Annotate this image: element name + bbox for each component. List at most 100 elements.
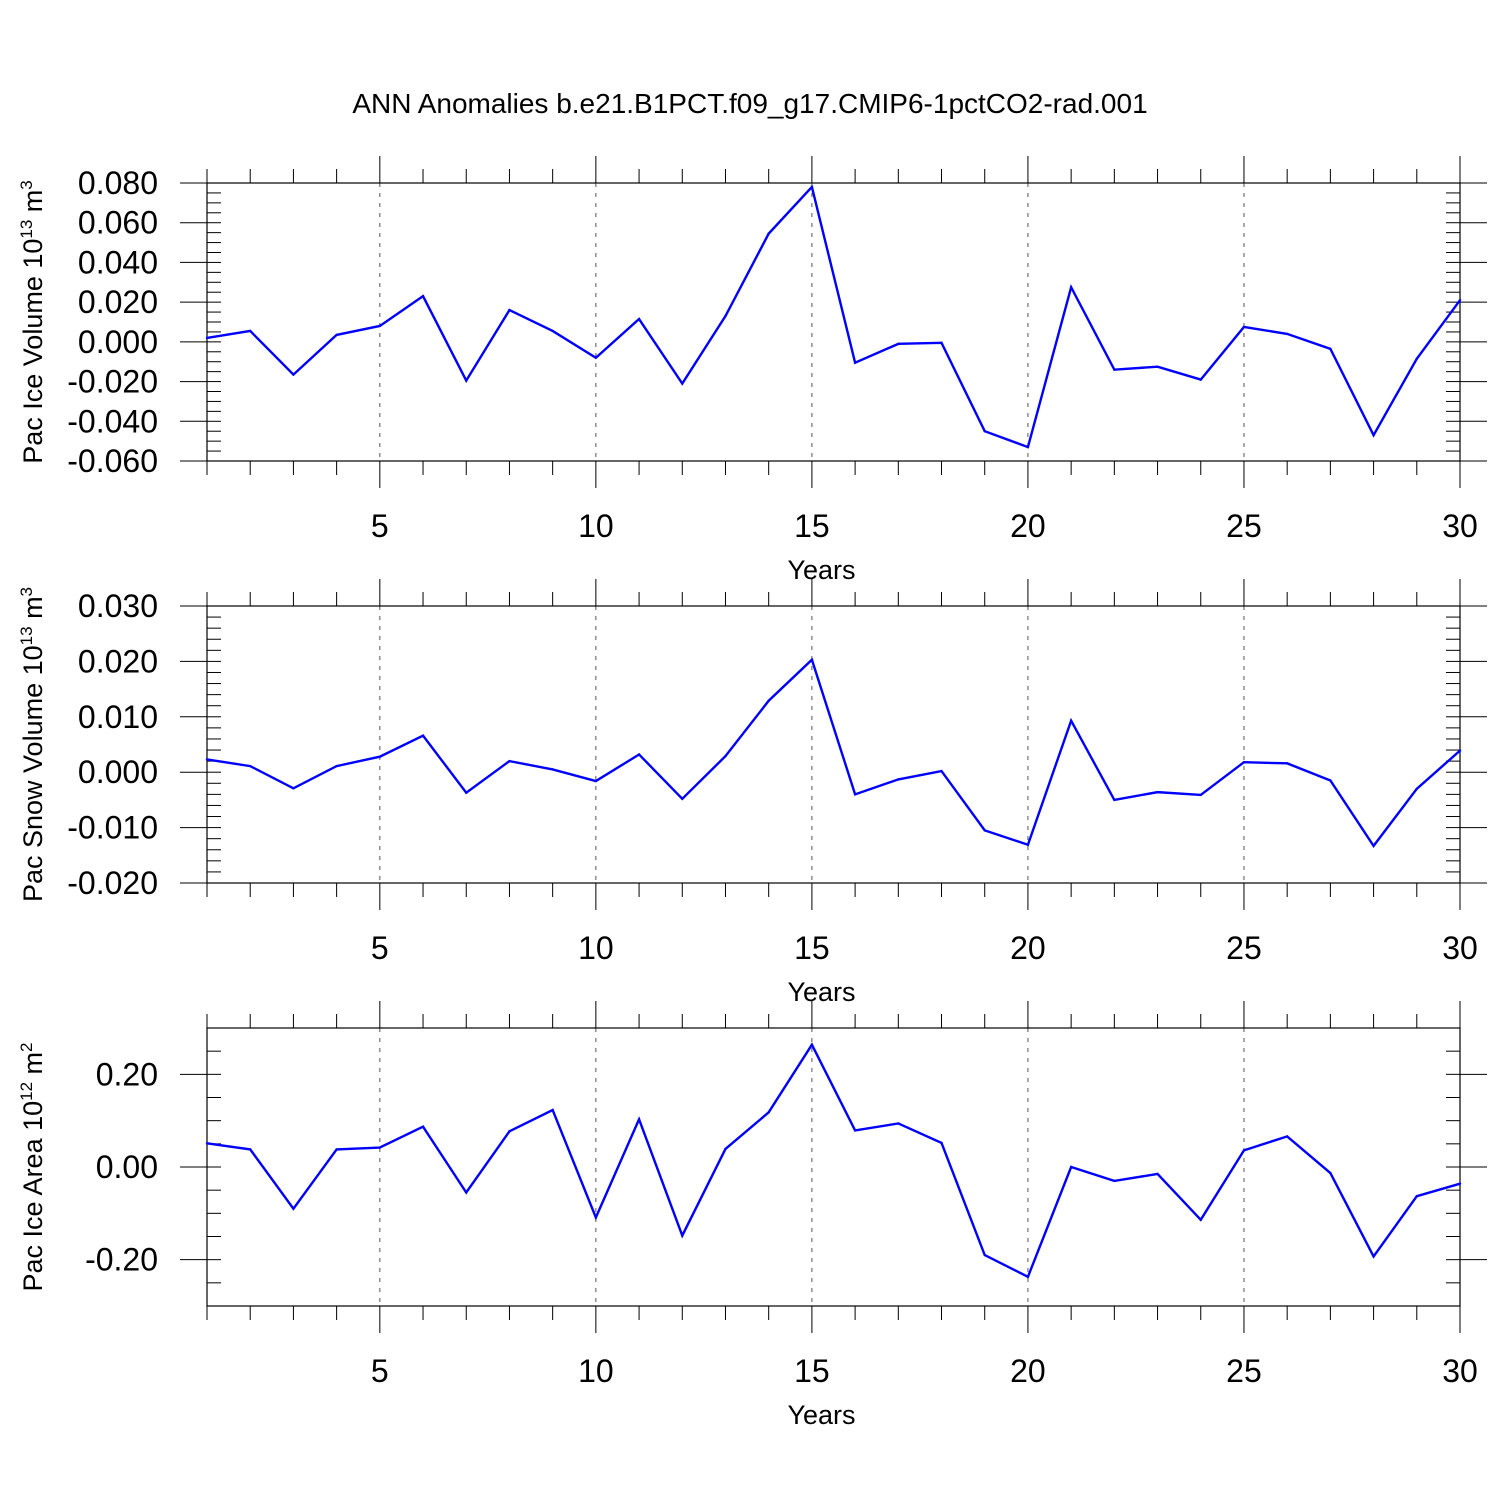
data-point [897, 1122, 900, 1125]
data-point [1285, 332, 1289, 336]
data-point [421, 294, 425, 298]
y-tick-label: -0.020 [67, 865, 158, 901]
x-tick-label: 5 [371, 508, 389, 544]
data-point [767, 1111, 770, 1114]
data-point [983, 829, 986, 832]
y-tick-label: 0.060 [78, 205, 158, 241]
y-axis-title: Pac Ice Volume 1013 m3 [17, 180, 48, 464]
data-point [378, 324, 382, 328]
data-point [594, 779, 598, 783]
data-point [983, 430, 986, 433]
y-tick-label: 0.000 [78, 324, 158, 360]
x-tick-label: 20 [1010, 1353, 1046, 1389]
data-point [508, 759, 511, 763]
data-point [1329, 347, 1332, 351]
data-point [378, 1146, 382, 1149]
data-point [465, 791, 468, 794]
plot-frame [206, 1027, 1461, 1307]
data-point [940, 1141, 943, 1145]
chart-panel-2: -0.020 -0.010 0.000 0.010 0.020 0.030 5 10 15 20 2… [17, 579, 1487, 1007]
data-point [681, 797, 684, 800]
y-tick-label: 0.00 [96, 1149, 158, 1185]
x-tick-label: 30 [1442, 930, 1478, 966]
data-point [853, 793, 857, 796]
data-point [335, 764, 338, 768]
data-point [1199, 378, 1202, 381]
data-point [1026, 1275, 1030, 1279]
data-point [767, 232, 770, 235]
plot-frame [206, 182, 1461, 462]
data-point [594, 1216, 598, 1219]
x-tick-label: 10 [578, 1353, 614, 1389]
y-tick-label: -0.010 [67, 810, 158, 846]
data-point [637, 317, 641, 321]
data-point [1113, 1179, 1116, 1183]
data-point [1069, 286, 1073, 289]
data-point [897, 778, 900, 781]
data-point [810, 185, 814, 189]
data-point [551, 1108, 554, 1112]
data-point [1415, 357, 1418, 360]
data-point [1156, 790, 1159, 794]
x-tick-label: 20 [1010, 508, 1046, 544]
data-point [853, 1129, 857, 1132]
x-tick-label: 10 [578, 930, 614, 966]
data-point [292, 1207, 295, 1210]
data-point [1372, 844, 1375, 848]
x-tick-label: 30 [1442, 1353, 1478, 1389]
data-point [1458, 749, 1462, 752]
data-point [465, 379, 468, 382]
data-point [1113, 368, 1116, 371]
x-axis-title: Years [787, 555, 855, 585]
data-point [205, 1142, 209, 1145]
data-point [249, 329, 252, 333]
data-point [1242, 761, 1246, 764]
y-tick-label: 0.20 [96, 1056, 158, 1092]
plot-frame [206, 605, 1461, 884]
data-point [1415, 1194, 1418, 1198]
x-tick-label: 20 [1010, 930, 1046, 966]
x-tick-label: 10 [578, 508, 614, 544]
data-point [1156, 1172, 1159, 1176]
data-point [681, 1234, 684, 1237]
y-tick-label: 0.020 [78, 284, 158, 320]
y-tick-label: -0.020 [67, 364, 158, 400]
data-point [983, 1253, 986, 1257]
data-point [1199, 1218, 1202, 1222]
x-axis-title: Years [787, 1400, 855, 1430]
data-point [940, 341, 943, 345]
data-point [1329, 779, 1332, 782]
data-point [810, 658, 814, 661]
data-point [508, 308, 511, 312]
data-point [249, 764, 252, 768]
x-axis-title: Years [787, 977, 855, 1007]
data-point [594, 356, 598, 359]
data-point [551, 329, 554, 333]
data-point [465, 1191, 468, 1194]
data-point [1415, 787, 1418, 791]
data-point [1285, 762, 1289, 765]
data-point [1285, 1135, 1289, 1138]
x-tick-label: 15 [794, 1353, 830, 1389]
series-line [206, 657, 1461, 848]
data-point [637, 753, 641, 756]
x-tick-label: 15 [794, 930, 830, 966]
data-point [421, 1125, 425, 1128]
y-tick-label: -0.20 [85, 1242, 158, 1278]
data-point [1242, 1149, 1246, 1152]
data-point [637, 1118, 641, 1121]
data-point [292, 787, 295, 790]
data-point [1372, 1255, 1375, 1258]
data-point [724, 754, 727, 758]
data-point [1242, 325, 1246, 329]
data-point [421, 734, 425, 737]
data-point [681, 382, 684, 385]
data-point [897, 342, 900, 346]
data-point [853, 361, 857, 364]
data-point [724, 314, 727, 318]
y-tick-label: 0.020 [78, 643, 158, 679]
data-point [205, 758, 209, 761]
y-axis-title: Pac Ice Area 1012 m2 [17, 1042, 48, 1291]
y-tick-label: 0.000 [78, 754, 158, 790]
